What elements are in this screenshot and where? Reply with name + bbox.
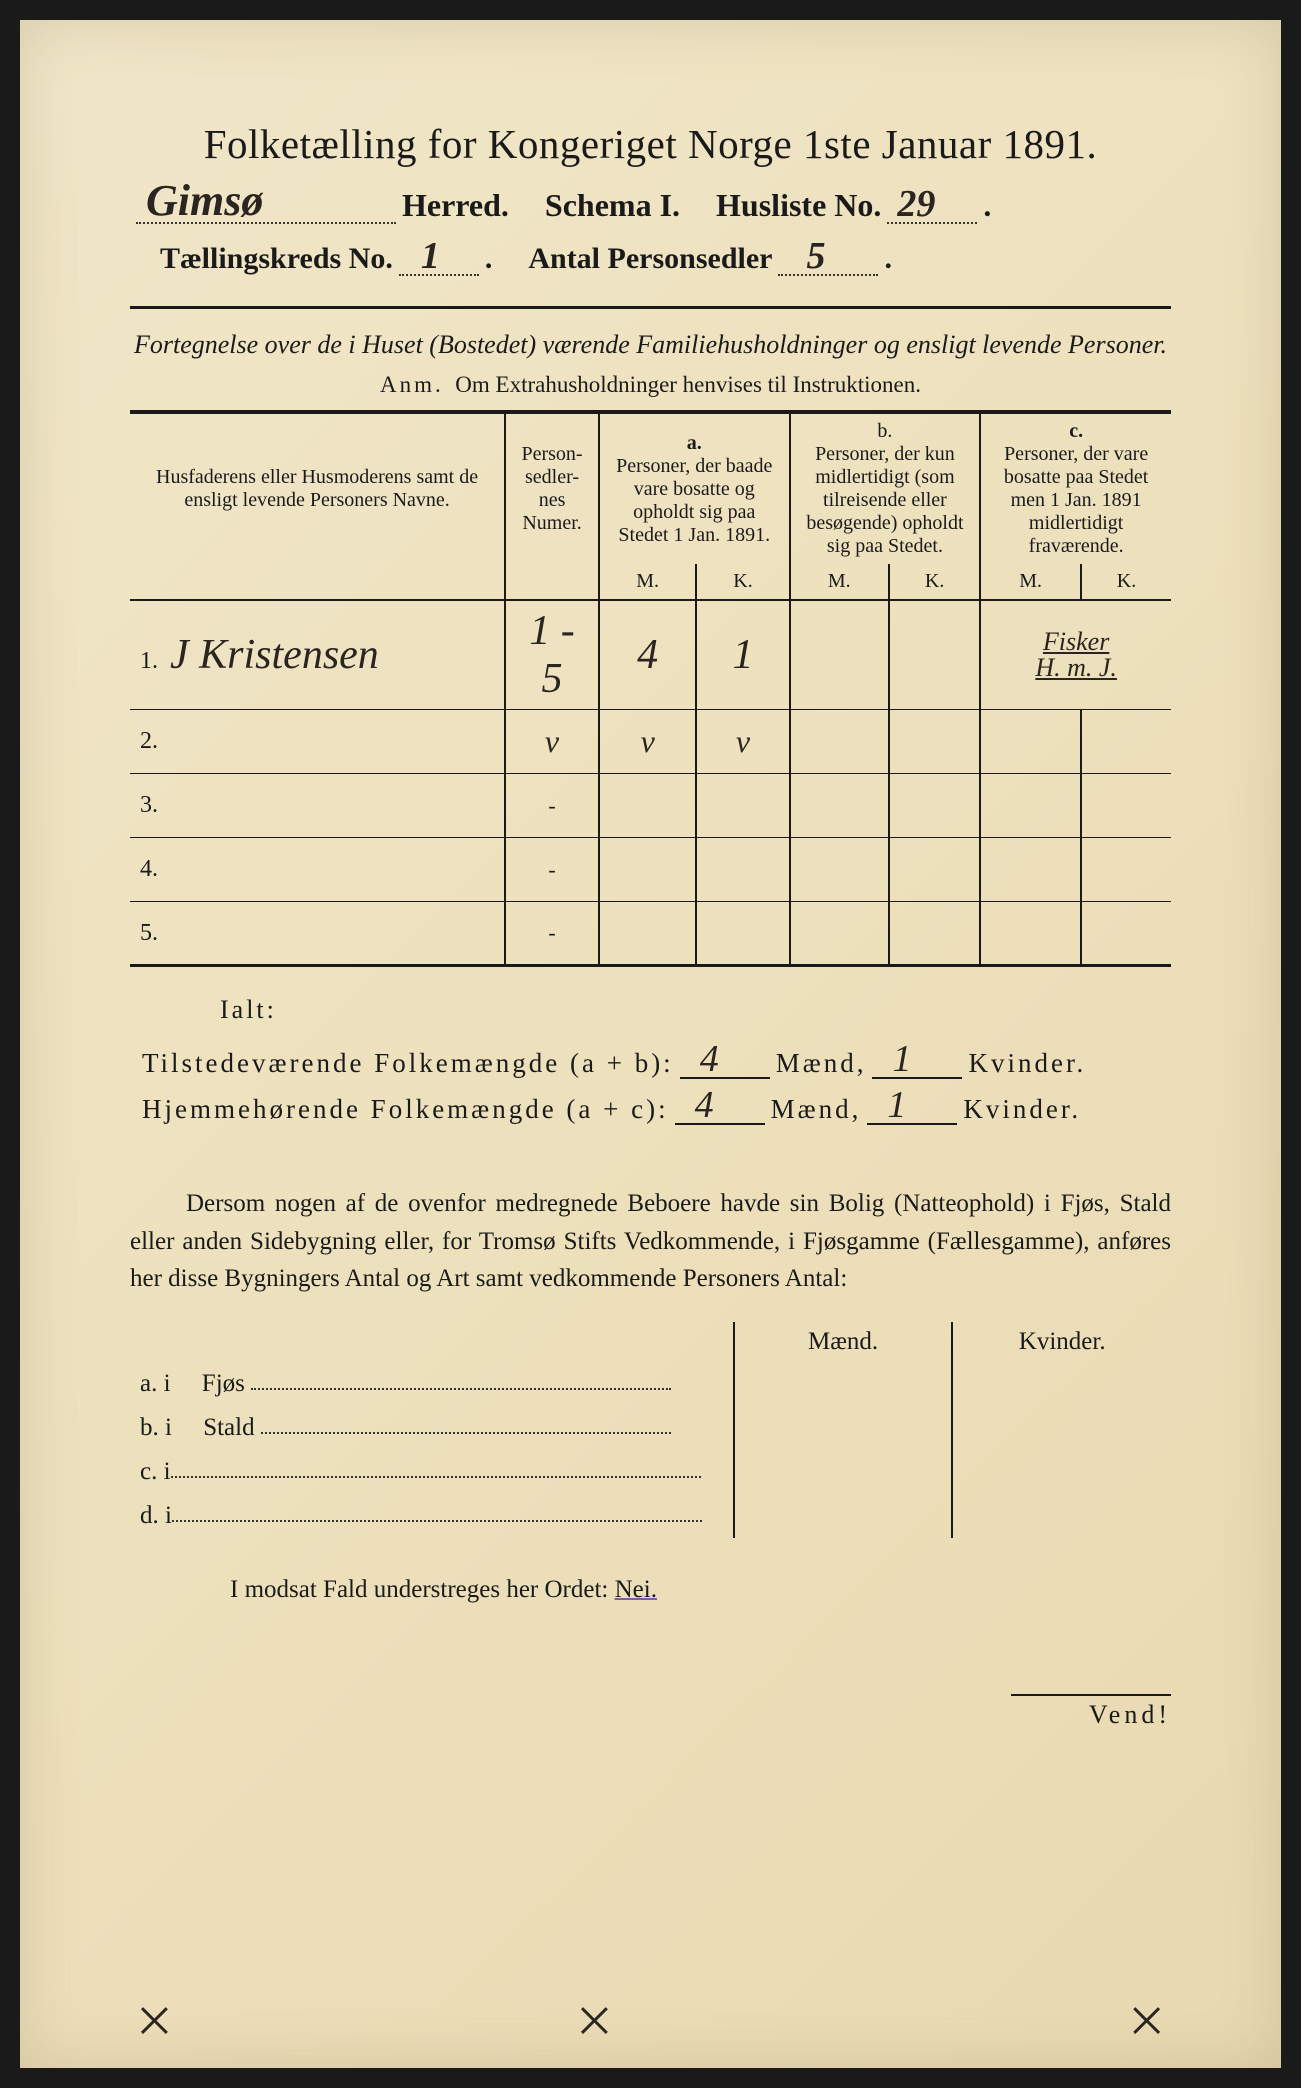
outbuilding-row: c. i xyxy=(130,1450,1171,1494)
present-women: 1 xyxy=(892,1037,914,1081)
herred-label: Herred. xyxy=(402,187,509,224)
table-row: 5. - xyxy=(130,902,1171,966)
kreds-field: 1 xyxy=(399,238,479,276)
schema-label: Schema I. xyxy=(545,187,680,224)
census-form-page: Folketælling for Kongeriget Norge 1ste J… xyxy=(20,20,1281,2068)
col-a-k: K. xyxy=(696,564,789,600)
page-title: Folketælling for Kongeriget Norge 1ste J… xyxy=(130,120,1171,168)
table-row: 4. - xyxy=(130,838,1171,902)
nei-word: Nei. xyxy=(615,1576,657,1603)
ialt-label: Ialt: xyxy=(220,995,1171,1025)
kreds-value: 1 xyxy=(421,234,440,278)
total-present: Tilstedeværende Folkemængde (a + b): 4 M… xyxy=(142,1043,1171,1079)
col-c-k: K. xyxy=(1081,564,1171,600)
subtitle: Fortegnelse over de i Huset (Bostedet) v… xyxy=(130,327,1171,362)
divider xyxy=(130,306,1171,309)
col-c: c.Personer, der vare bosatte paa Stedet … xyxy=(980,412,1171,564)
outbuilding-table: Mænd. Kvinder. a. i Fjøs b. i Stald c. i… xyxy=(130,1322,1171,1538)
row1-note1: Fisker xyxy=(989,629,1163,655)
antal-field: 5 xyxy=(778,238,878,276)
antal-value: 5 xyxy=(806,234,825,278)
antal-label: Antal Personsedler xyxy=(528,242,772,276)
punch-mark-icon: ⨉ xyxy=(580,2001,609,2044)
vend-label: Vend! xyxy=(1011,1694,1171,1730)
anm-note: Anm. Om Extrahusholdninger henvises til … xyxy=(130,372,1171,398)
table-row: 1.J Kristensen 1 - 5 4 1 FiskerH. m. J. xyxy=(130,600,1171,710)
outbuilding-row: b. i Stald xyxy=(130,1406,1171,1450)
col-b-m: M. xyxy=(790,564,889,600)
punch-mark-icon: ⨉ xyxy=(140,2001,169,2044)
total-resident: Hjemmehørende Folkemængde (a + c): 4 Mæn… xyxy=(142,1089,1171,1125)
outbuilding-row: d. i xyxy=(130,1494,1171,1538)
nei-line: I modsat Fald understreges her Ordet: Ne… xyxy=(230,1576,1171,1604)
row1-ak: 1 xyxy=(733,632,754,678)
col-numer: Person-sedler-nes Numer. xyxy=(505,412,599,564)
col-a: a.Personer, der baade vare bosatte og op… xyxy=(599,412,790,564)
row1-note2: H. m. J. xyxy=(989,655,1163,681)
col-names: Husfaderens eller Husmoderens samt de en… xyxy=(130,412,505,564)
table-row: 2. v v v xyxy=(130,710,1171,774)
husliste-field: 29 xyxy=(887,186,977,224)
header-line-1: Gimsø Herred. Schema I. Husliste No. 29 … xyxy=(130,186,1171,224)
husliste-value: 29 xyxy=(897,182,935,226)
outbuilding-row: a. i Fjøs xyxy=(130,1362,1171,1406)
herred-field: Gimsø xyxy=(136,186,396,224)
husliste-label: Husliste No. xyxy=(716,187,881,224)
col-a-m: M. xyxy=(599,564,696,600)
present-men: 4 xyxy=(700,1037,722,1081)
resident-women: 1 xyxy=(887,1083,909,1127)
herred-value: Gimsø xyxy=(146,175,263,226)
table-row: 3. - xyxy=(130,774,1171,838)
mk-kvinder: Kvinder. xyxy=(952,1322,1171,1362)
census-table: Husfaderens eller Husmoderens samt de en… xyxy=(130,410,1171,967)
col-b: b.Personer, der kun midlertidigt (som ti… xyxy=(790,412,981,564)
col-c-m: M. xyxy=(980,564,1081,600)
row1-am: 4 xyxy=(637,632,658,678)
row1-name: J Kristensen xyxy=(170,632,379,678)
outbuilding-paragraph: Dersom nogen af de ovenfor medregnede Be… xyxy=(130,1185,1171,1298)
punch-mark-icon: ⨉ xyxy=(1132,2001,1161,2044)
header-line-2: Tællingskreds No. 1 . Antal Personsedler… xyxy=(130,238,1171,276)
resident-men: 4 xyxy=(695,1083,717,1127)
row1-numer: 1 - 5 xyxy=(529,608,575,702)
mk-header-row: M. K. M. K. M. K. xyxy=(130,564,1171,600)
table-header-top: Husfaderens eller Husmoderens samt de en… xyxy=(130,412,1171,564)
col-b-k: K. xyxy=(889,564,980,600)
mk-maend: Mænd. xyxy=(734,1322,953,1362)
kreds-label: Tællingskreds No. xyxy=(160,242,393,276)
